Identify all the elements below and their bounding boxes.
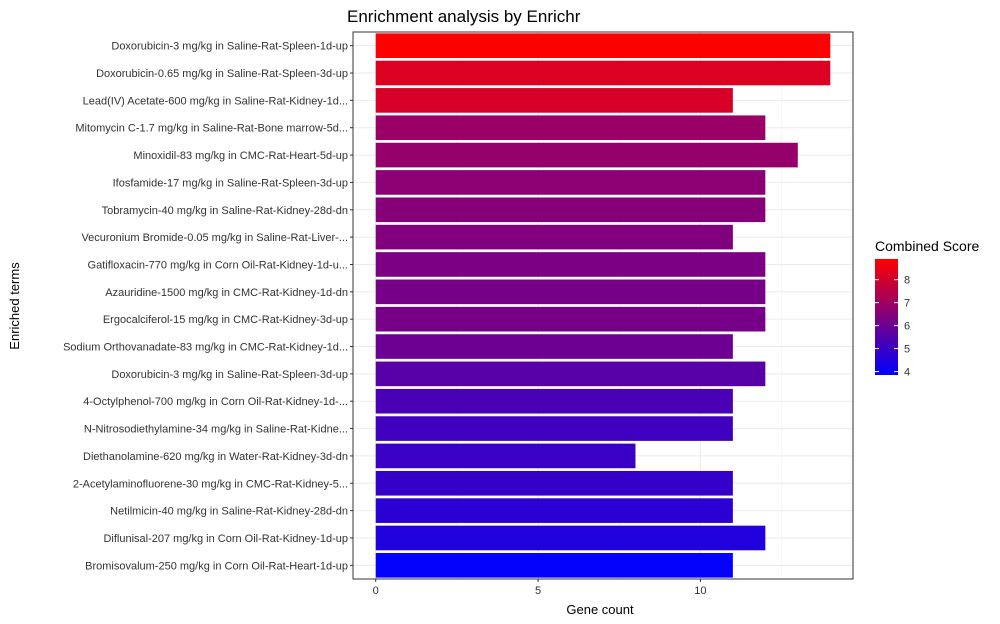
bar xyxy=(375,279,766,305)
y-tick-label: N-Nitrosodiethylamine-34 mg/kg in Saline… xyxy=(84,424,348,436)
legend-tick-label: 6 xyxy=(904,321,910,333)
y-tick-label: Netilmicin-40 mg/kg in Saline-Rat-Kidney… xyxy=(110,506,348,518)
y-tick-label: Minoxidil-83 mg/kg in CMC-Rat-Heart-5d-u… xyxy=(133,150,348,162)
bar xyxy=(375,388,733,414)
x-tick-label: 5 xyxy=(535,585,541,597)
legend-tick-label: 8 xyxy=(904,275,910,287)
x-axis-title: Gene count xyxy=(566,602,634,617)
legend-tick-label: 7 xyxy=(904,298,910,310)
bar xyxy=(375,142,798,168)
y-tick-label: Bromisovalum-250 mg/kg in Corn Oil-Rat-H… xyxy=(85,560,348,572)
legend-tick-label: 4 xyxy=(904,367,910,379)
bar xyxy=(375,33,831,58)
bar xyxy=(375,224,733,250)
bar xyxy=(375,88,733,113)
y-tick-label: Lead(IV) Acetate-600 mg/kg in Saline-Rat… xyxy=(83,95,348,107)
bar xyxy=(375,553,733,578)
plot-panel xyxy=(352,31,854,580)
chart-title: Enrichment analysis by Enrichr xyxy=(347,7,581,26)
y-tick-label: Doxorubicin-3 mg/kg in Saline-Rat-Spleen… xyxy=(111,369,348,381)
y-tick-label: Diflunisal-207 mg/kg in Corn Oil-Rat-Kid… xyxy=(103,533,348,545)
y-tick-label: Sodium Orthovanadate-83 mg/kg in CMC-Rat… xyxy=(63,342,348,354)
bar xyxy=(375,443,636,469)
bar xyxy=(375,334,733,359)
y-tick-label: Ifosfamide-17 mg/kg in Saline-Rat-Spleen… xyxy=(113,177,348,189)
bar xyxy=(375,252,766,277)
y-tick-label: Gatifloxacin-770 mg/kg in Corn Oil-Rat-K… xyxy=(88,259,348,271)
y-tick-label: Tobramycin-40 mg/kg in Saline-Rat-Kidney… xyxy=(102,205,348,217)
y-axis-title: Enriched terms xyxy=(7,262,22,350)
y-tick-label: Doxorubicin-3 mg/kg in Saline-Rat-Spleen… xyxy=(111,41,348,53)
y-tick-label: Doxorubicin-0.65 mg/kg in Saline-Rat-Spl… xyxy=(96,68,348,80)
legend-title: Combined Score xyxy=(875,238,979,254)
bar xyxy=(375,416,733,441)
y-tick-label: Mitomycin C-1.7 mg/kg in Saline-Rat-Bone… xyxy=(75,123,348,135)
bar xyxy=(375,306,766,332)
bar xyxy=(375,525,766,551)
y-tick-label: Ergocalciferol-15 mg/kg in CMC-Rat-Kidne… xyxy=(103,314,348,326)
y-tick-label: Vecuronium Bromide-0.05 mg/kg in Saline-… xyxy=(81,232,348,244)
bar xyxy=(375,170,766,195)
x-tick-label: 10 xyxy=(694,585,706,597)
legend-colorbar xyxy=(875,259,898,375)
y-tick-label: 4-Octylphenol-700 mg/kg in Corn Oil-Rat-… xyxy=(83,396,348,408)
bar xyxy=(375,361,766,387)
y-tick-labels: Doxorubicin-3 mg/kg in Saline-Rat-Spleen… xyxy=(63,41,353,572)
y-tick-label: Diethanolamine-620 mg/kg in Water-Rat-Ki… xyxy=(83,451,348,463)
bar xyxy=(375,60,831,86)
y-tick-label: Azauridine-1500 mg/kg in CMC-Rat-Kidney-… xyxy=(105,287,348,299)
y-tick-label: 2-Acetylaminofluorene-30 mg/kg in CMC-Ra… xyxy=(73,478,348,490)
x-tick-label: 0 xyxy=(373,585,379,597)
bar xyxy=(375,470,733,496)
legend: Combined Score 4 5 6 7 8 xyxy=(875,238,979,379)
bar xyxy=(375,115,766,141)
x-tick-labels: 0 5 10 xyxy=(373,579,707,597)
bar xyxy=(375,498,733,523)
bar xyxy=(375,197,766,223)
legend-tick-label: 5 xyxy=(904,344,910,356)
